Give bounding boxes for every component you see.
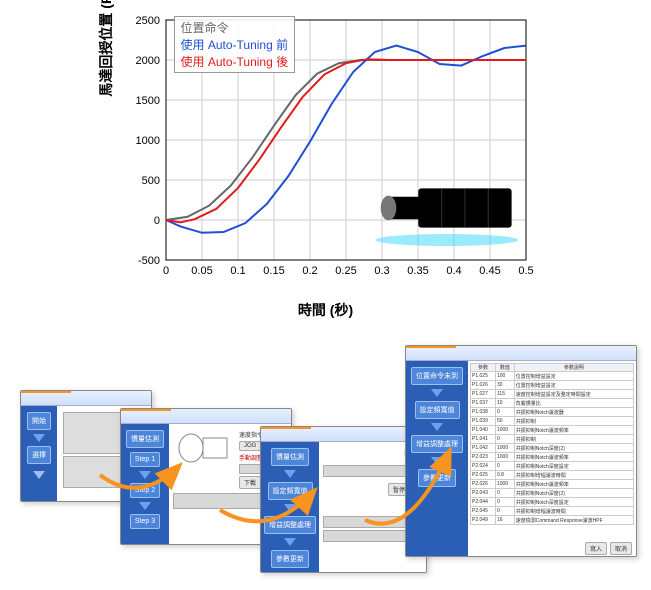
arrow-down-icon <box>431 389 443 397</box>
arrow-down-icon <box>139 471 151 479</box>
arrow-down-icon <box>139 502 151 510</box>
step2-nav-item[interactable]: Step 1 <box>130 452 160 467</box>
step2-label: SETP 2 <box>120 408 171 411</box>
table-header: 參數 <box>471 364 496 372</box>
table-row[interactable]: P1.0421000共振抑制Notch深度(2) <box>471 444 634 453</box>
step1-nav-item[interactable]: 選擇 <box>27 446 51 464</box>
step4-nav-item[interactable]: 設定頻寬值 <box>415 401 460 419</box>
table-row[interactable]: P2.0231000共振抑制Notch濾波頻率 <box>471 453 634 462</box>
table-row[interactable]: P1.03950共振抑制 <box>471 417 634 426</box>
table-row[interactable]: P2.0250.8共振抑制增幅濾波時間 <box>471 471 634 480</box>
svg-text:0.3: 0.3 <box>374 265 389 277</box>
legend-item-before: 使用 Auto-Tuning 前 <box>181 38 289 52</box>
step4-nav: 位置命令未到 設定頻寬值 增益調整處理 參數更新 <box>406 361 468 557</box>
arrow-down-icon <box>284 470 296 478</box>
step3-nav-item[interactable]: 設定頻寬值 <box>268 482 313 500</box>
cancel-button[interactable]: 取消 <box>610 542 632 555</box>
step3-label: SETP 3 <box>260 426 311 429</box>
step4-titlebar <box>406 346 636 361</box>
step2-nav-item[interactable]: Step 3 <box>130 514 160 529</box>
step3-panel: SETP 3 慣量估測 設定頻寬值 增益調整處理 參數更新 計算中 暫停執行 <box>260 426 427 573</box>
table-row[interactable]: P1.0410共振抑制 <box>471 435 634 444</box>
svg-text:-500: -500 <box>137 255 159 267</box>
chart-legend: 位置命令 使用 Auto-Tuning 前 使用 Auto-Tuning 後 <box>174 16 296 73</box>
table-row[interactable]: P2.0240共振抑制Notch深度設定 <box>471 462 634 471</box>
step1-nav: 開始 選擇 <box>21 406 57 502</box>
table-row[interactable]: P1.027115速度控制增益設定及整定時間設定 <box>471 390 634 399</box>
y-axis-label: 馬達回授位置 (PUU) <box>96 0 116 97</box>
parameter-table: 參數數值參數說明 P1.025100位置控制增益設定P1.02630位置控制增益… <box>470 363 634 525</box>
table-row[interactable]: P2.0440共振抑制Notch深度設定 <box>471 498 634 507</box>
step2-nav: 慣量估測 Step 1 Step 2 Step 3 <box>121 424 169 545</box>
x-axis-label: 時間 (秒) <box>298 300 353 320</box>
step2-nav-item[interactable]: 慣量估測 <box>126 430 164 448</box>
svg-text:0.15: 0.15 <box>263 265 284 277</box>
table-row[interactable]: P1.02630位置控制增益設定 <box>471 381 634 390</box>
table-row[interactable]: P2.0261000共振抑制Notch濾波頻率 <box>471 480 634 489</box>
step4-nav-item[interactable]: 位置命令未到 <box>411 367 463 385</box>
download-button[interactable]: 下載 <box>239 476 261 489</box>
step3-nav: 慣量估測 設定頻寬值 增益調整處理 參數更新 <box>261 442 319 573</box>
arrow-down-icon <box>431 457 443 465</box>
step4-nav-item[interactable]: 增益調整處理 <box>411 435 463 453</box>
arrow-down-icon <box>33 471 45 479</box>
arrow-down-icon <box>33 434 45 442</box>
table-row[interactable]: P1.0401000共振抑制Notch濾波頻率 <box>471 426 634 435</box>
wizard-steps: SETP 1 開始 選擇 SETP 2 慣量估測 Step 1 Step 2 <box>10 330 641 580</box>
svg-text:500: 500 <box>141 175 159 187</box>
svg-text:2000: 2000 <box>135 55 159 67</box>
step3-nav-item[interactable]: 增益調整處理 <box>264 516 316 534</box>
table-row[interactable]: P1.025100位置控制增益設定 <box>471 372 634 381</box>
svg-text:0.35: 0.35 <box>407 265 428 277</box>
svg-text:0.5: 0.5 <box>518 265 533 277</box>
table-header: 數值 <box>496 364 515 372</box>
step2-nav-item[interactable]: Step 2 <box>130 483 160 498</box>
arrow-down-icon <box>431 423 443 431</box>
jog-button[interactable]: JOG <box>239 441 261 451</box>
table-row[interactable]: P2.0450共振抑制增幅濾波時間 <box>471 507 634 516</box>
step3-bottom-button[interactable]: 參數更新 <box>271 550 309 568</box>
svg-text:0.1: 0.1 <box>230 265 245 277</box>
svg-text:2500: 2500 <box>135 15 159 27</box>
step1-nav-item[interactable]: 開始 <box>27 412 51 430</box>
svg-text:0.4: 0.4 <box>446 265 461 277</box>
step3-titlebar <box>261 427 426 442</box>
step4-content: 參數數值參數說明 P1.025100位置控制增益設定P1.02630位置控制增益… <box>468 361 636 557</box>
table-row[interactable]: P2.04916速度檢測Command Response濾波HPF <box>471 516 634 525</box>
svg-text:0: 0 <box>153 215 159 227</box>
svg-text:0.25: 0.25 <box>335 265 356 277</box>
write-button[interactable]: 寫入 <box>585 542 607 555</box>
svg-text:0: 0 <box>162 265 168 277</box>
step4-nav-item[interactable]: 參數更新 <box>418 469 456 487</box>
step4-panel: SETP 4 位置命令未到 設定頻寬值 增益調整處理 參數更新 參數數值參數說明… <box>405 345 637 557</box>
table-row[interactable]: P1.0380共振抑制Notch濾波器 <box>471 408 634 417</box>
svg-text:1000: 1000 <box>135 135 159 147</box>
table-header: 參數說明 <box>514 364 633 372</box>
svg-text:0.05: 0.05 <box>191 265 212 277</box>
step3-nav-item[interactable]: 慣量估測 <box>271 448 309 466</box>
response-chart: 位置命令 使用 Auto-Tuning 前 使用 Auto-Tuning 後 0… <box>116 10 536 290</box>
arrow-down-icon <box>284 504 296 512</box>
step2-titlebar <box>121 409 291 424</box>
arrow-down-icon <box>284 538 296 546</box>
svg-text:0.45: 0.45 <box>479 265 500 277</box>
step1-titlebar <box>21 391 151 406</box>
table-row[interactable]: P2.0430共振抑制Notch深度(2) <box>471 489 634 498</box>
motor-icon <box>173 428 233 468</box>
step1-label: SETP 1 <box>20 390 71 393</box>
step4-label: SETP 4 <box>405 345 456 348</box>
svg-text:0.2: 0.2 <box>302 265 317 277</box>
legend-item-cmd: 位置命令 <box>181 21 229 35</box>
table-row[interactable]: P1.03710負載慣量比 <box>471 399 634 408</box>
legend-item-after: 使用 Auto-Tuning 後 <box>181 55 289 69</box>
svg-text:1500: 1500 <box>135 95 159 107</box>
